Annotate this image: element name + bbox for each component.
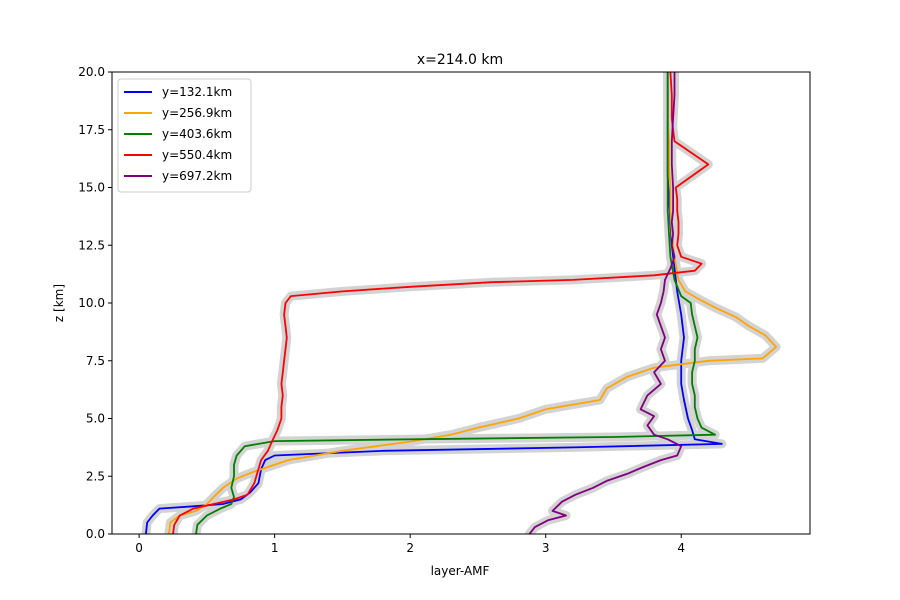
y-tick-label-5: 5.0 — [86, 412, 105, 426]
legend-entry-2: y=256.9km — [162, 106, 232, 120]
y-tick-label-12.5: 12.5 — [78, 238, 105, 252]
x-tick-label-1: 1 — [271, 541, 279, 555]
y-tick-label-10: 10.0 — [78, 296, 105, 310]
y-tick-label-2.5: 2.5 — [86, 469, 105, 483]
chart-title: x=214.0 km — [417, 52, 503, 68]
series-group — [141, 72, 781, 534]
legend: y=132.1km y=256.9km y=403.6km y=550.4km y=69… — [117, 78, 252, 193]
series-band-5 — [524, 72, 686, 534]
legend-entry-5: y=697.2km — [162, 169, 232, 183]
y-tick-label-7.5: 7.5 — [86, 354, 105, 368]
series-line-3 — [195, 72, 716, 534]
legend-entry-1: y=132.1km — [162, 85, 232, 99]
y-tick-label-0: 0.0 — [86, 527, 105, 541]
series-line-1 — [145, 72, 723, 534]
y-axis-label: z [km] — [52, 284, 66, 322]
x-axis-label: layer-AMF — [431, 564, 490, 578]
y-tick-label-20: 20.0 — [78, 65, 105, 79]
series-line-4 — [172, 72, 710, 534]
x-tick-label-3: 3 — [542, 541, 550, 555]
series-band-4 — [168, 72, 713, 534]
x-tick-label-2: 2 — [406, 541, 414, 555]
y-tick-label-17.5: 17.5 — [78, 123, 105, 137]
legend-entry-4: y=550.4km — [162, 148, 232, 162]
plot-area: 0 1 2 3 4 0.0 2.5 5.0 7.5 10.0 12.5 15.0 17.5 20.0 — [78, 65, 811, 555]
legend-box — [117, 78, 252, 193]
series-line-5 — [528, 72, 683, 534]
x-tick-label-0: 0 — [135, 541, 143, 555]
x-tick-label-4: 4 — [677, 541, 685, 555]
legend-entry-3: y=403.6km — [162, 127, 232, 141]
y-tick-label-15: 15.0 — [78, 181, 105, 195]
